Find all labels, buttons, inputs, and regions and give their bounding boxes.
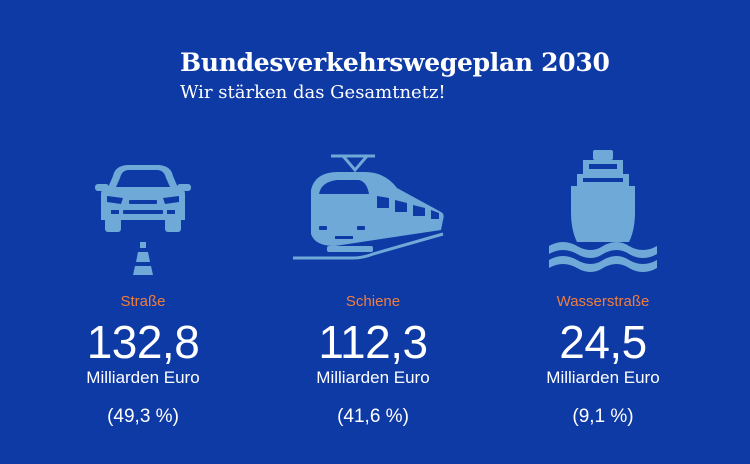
train-icon-wrap — [253, 150, 493, 275]
ship-icon — [549, 150, 657, 272]
page-subtitle: Wir stärken das Gesamtnetz! — [180, 82, 446, 103]
mode-unit: Milliarden Euro — [316, 368, 430, 387]
mode-column-rail: Schiene 112,3 Milliarden Euro (41,6 %) — [253, 150, 493, 429]
mode-value: 24,5 — [559, 316, 647, 368]
mode-column-road: Straße 132,8 Milliarden Euro (49,3 %) — [23, 150, 263, 429]
header: Bundesverkehrswegeplan 2030 Wir stärken … — [180, 48, 610, 106]
mode-share: (9,1 %) — [572, 406, 634, 427]
car-icon-wrap — [23, 150, 263, 275]
mode-column-waterway: Wasserstraße 24,5 Milliarden Euro (9,1 %… — [483, 150, 723, 429]
mode-label: Wasserstraße — [556, 293, 650, 310]
page-title: Bundesverkehrswegeplan 2030 — [180, 48, 610, 77]
mode-value: 112,3 — [318, 316, 428, 368]
mode-value: 132,8 — [86, 316, 200, 368]
car-icon — [95, 165, 191, 275]
mode-label: Schiene — [345, 293, 401, 310]
mode-unit: Milliarden Euro — [86, 368, 200, 387]
train-icon — [293, 154, 444, 260]
mode-label: Straße — [120, 293, 166, 310]
ship-icon-wrap — [483, 150, 723, 275]
mode-share: (49,3 %) — [107, 406, 179, 427]
mode-share: (41,6 %) — [337, 406, 409, 427]
mode-unit: Milliarden Euro — [546, 368, 660, 387]
